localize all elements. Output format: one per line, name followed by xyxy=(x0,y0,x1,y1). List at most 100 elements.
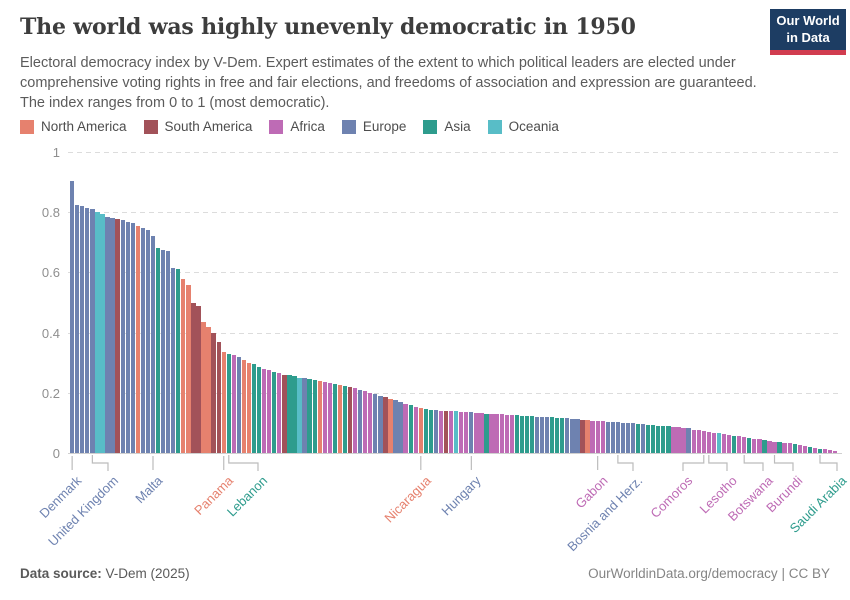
legend-item-europe[interactable]: Europe xyxy=(341,119,406,134)
bar-8[interactable] xyxy=(110,218,115,453)
bar-11[interactable] xyxy=(125,221,130,453)
bar-49[interactable] xyxy=(317,381,322,453)
bar-129[interactable] xyxy=(721,434,727,453)
bar-38[interactable] xyxy=(262,368,267,453)
bar-119[interactable] xyxy=(671,426,676,453)
bar-70[interactable] xyxy=(423,409,428,453)
bar-132[interactable] xyxy=(736,436,742,453)
bar-67[interactable] xyxy=(408,405,413,453)
bar-117[interactable] xyxy=(661,425,666,453)
bar-46[interactable] xyxy=(302,378,307,453)
bar-88[interactable] xyxy=(514,415,519,453)
bar-98[interactable] xyxy=(565,418,570,453)
bar-103[interactable] xyxy=(590,420,595,453)
bar-61[interactable] xyxy=(378,395,383,453)
cc-by-link[interactable]: CC BY xyxy=(788,566,830,581)
bar-comoros[interactable] xyxy=(701,431,706,453)
bar-101[interactable] xyxy=(580,419,585,453)
bar-29[interactable] xyxy=(216,341,221,453)
x-label-malta[interactable]: Malta xyxy=(132,473,166,507)
bar-39[interactable] xyxy=(267,370,272,453)
bar-55[interactable] xyxy=(347,386,353,453)
bar-144[interactable] xyxy=(797,445,802,453)
bar-10[interactable] xyxy=(120,220,125,453)
legend-item-north-america[interactable]: North America xyxy=(20,119,127,134)
bar-80[interactable] xyxy=(474,412,479,453)
bar-25[interactable] xyxy=(196,305,201,453)
bar-96[interactable] xyxy=(555,417,560,453)
bar-48[interactable] xyxy=(312,380,317,453)
bar-127[interactable] xyxy=(711,432,717,453)
legend-item-oceania[interactable]: Oceania xyxy=(487,119,559,134)
bar-65[interactable] xyxy=(398,401,403,453)
bar-62[interactable] xyxy=(383,397,388,453)
bar-112[interactable] xyxy=(635,423,641,453)
bar-12[interactable] xyxy=(130,223,135,453)
bar-105[interactable] xyxy=(600,421,605,453)
bar-59[interactable] xyxy=(368,392,373,453)
bar-53[interactable] xyxy=(337,385,343,453)
bar-43[interactable] xyxy=(287,375,292,453)
bar-118[interactable] xyxy=(666,426,671,453)
bar-123[interactable] xyxy=(691,429,696,453)
bar-141[interactable] xyxy=(782,442,787,453)
x-label-nicaragua[interactable]: Nicaragua xyxy=(380,473,434,526)
bar-24[interactable] xyxy=(191,303,196,453)
bar-35[interactable] xyxy=(246,362,252,453)
bar-116[interactable] xyxy=(656,425,661,453)
bar-hungary[interactable] xyxy=(469,412,474,453)
bar-9[interactable] xyxy=(115,218,120,453)
bar-137[interactable] xyxy=(762,440,767,453)
bar-5[interactable] xyxy=(95,212,100,453)
bar-gabon[interactable] xyxy=(595,421,600,453)
bar-92[interactable] xyxy=(534,416,540,453)
bar-81[interactable] xyxy=(479,413,484,453)
bar-76[interactable] xyxy=(454,411,459,453)
bar-17[interactable] xyxy=(155,248,161,453)
bar-130[interactable] xyxy=(726,434,732,453)
bar-134[interactable] xyxy=(747,437,752,453)
bar-denmark[interactable] xyxy=(70,180,75,453)
bar-19[interactable] xyxy=(166,251,171,453)
bar-95[interactable] xyxy=(550,417,555,453)
bar-50[interactable] xyxy=(322,382,327,453)
bar-84[interactable] xyxy=(494,414,499,453)
bar-74[interactable] xyxy=(443,410,449,453)
bar-52[interactable] xyxy=(332,383,338,453)
bar-145[interactable] xyxy=(802,446,807,453)
bar-138[interactable] xyxy=(767,440,772,453)
bar-2[interactable] xyxy=(80,206,85,453)
bar-73[interactable] xyxy=(438,410,444,453)
bar-115[interactable] xyxy=(651,425,656,453)
bar-malta[interactable] xyxy=(150,236,156,453)
bar-128[interactable] xyxy=(716,433,722,453)
bar-22[interactable] xyxy=(181,279,186,453)
bar-panama[interactable] xyxy=(221,352,226,453)
owid-democracy-link[interactable]: OurWorldinData.org/democracy xyxy=(588,566,778,581)
bar-78[interactable] xyxy=(464,412,469,453)
bar-93[interactable] xyxy=(539,416,545,453)
bar-42[interactable] xyxy=(282,374,287,453)
bar-36[interactable] xyxy=(251,364,257,453)
bar-146[interactable] xyxy=(807,446,813,453)
bar-botswana[interactable] xyxy=(742,437,747,453)
bar-75[interactable] xyxy=(448,411,454,453)
bar-3[interactable] xyxy=(85,207,90,453)
bar-nicaragua[interactable] xyxy=(418,408,423,453)
bar-91[interactable] xyxy=(529,416,535,453)
bar-58[interactable] xyxy=(363,391,368,453)
bar-140[interactable] xyxy=(777,442,782,453)
bar-45[interactable] xyxy=(297,377,302,453)
bar-99[interactable] xyxy=(570,418,575,453)
bar-72[interactable] xyxy=(433,410,439,453)
legend-item-asia[interactable]: Asia xyxy=(423,119,471,134)
bar-1[interactable] xyxy=(75,204,80,453)
bar-60[interactable] xyxy=(373,394,378,453)
bar-142[interactable] xyxy=(787,443,792,453)
bar-90[interactable] xyxy=(524,415,530,453)
bar-26[interactable] xyxy=(201,322,206,453)
bar-7[interactable] xyxy=(105,216,110,453)
bar-147[interactable] xyxy=(812,447,818,453)
bar-23[interactable] xyxy=(186,285,191,453)
bar-lebanon[interactable] xyxy=(226,353,231,453)
